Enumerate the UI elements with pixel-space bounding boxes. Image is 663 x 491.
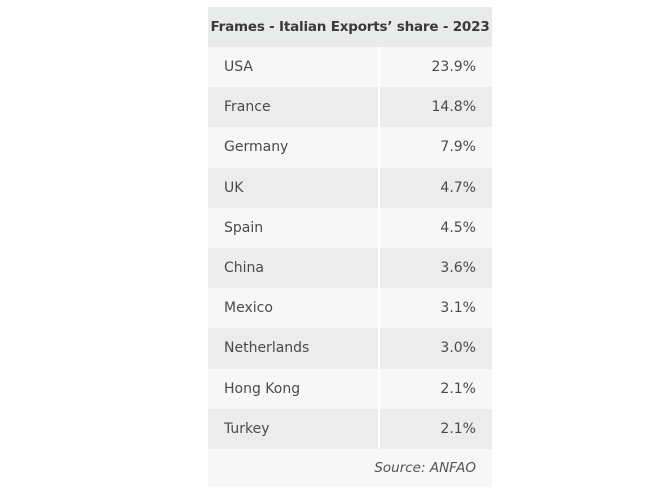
table-row: Turkey 2.1% [208,408,492,449]
table-row: Mexico 3.1% [208,288,492,329]
share-cell: 14.8% [431,99,476,116]
country-cell: UK [208,167,380,208]
share-cell: 4.5% [440,219,476,236]
country-cell: Turkey [208,408,380,449]
table-body: USA 23.9% France 14.8% Germany 7.9% UK 4.7% Spai… [208,47,492,449]
table-row: Germany 7.9% [208,127,492,168]
share-cell: 3.0% [440,340,476,357]
share-cell: 23.9% [431,59,476,76]
share-cell: 2.1% [440,420,476,437]
exports-share-table: Frames - Italian Exports’ share - 2023 U… [208,7,492,487]
share-cell: 3.1% [440,300,476,317]
table-source: Source: ANFAO [208,448,492,487]
table-row: Hong Kong 2.1% [208,368,492,409]
table-row: Netherlands 3.0% [208,328,492,369]
country-cell: Spain [208,207,380,248]
country-cell: Germany [208,127,380,168]
table-row: UK 4.7% [208,167,492,208]
table-row: China 3.6% [208,247,492,289]
share-cell: 4.7% [440,179,476,196]
share-cell: 3.6% [440,260,476,277]
country-cell: Hong Kong [208,368,380,409]
table-row: USA 23.9% [208,47,492,88]
share-cell: 7.9% [440,139,476,156]
country-cell: Mexico [208,288,380,329]
country-cell: China [208,247,380,289]
country-cell: USA [208,47,380,88]
table-title: Frames - Italian Exports’ share - 2023 [208,7,492,47]
table-row: Spain 4.5% [208,207,492,248]
share-cell: 2.1% [440,380,476,397]
country-cell: France [208,87,380,128]
country-cell: Netherlands [208,328,380,369]
table-row: France 14.8% [208,87,492,128]
